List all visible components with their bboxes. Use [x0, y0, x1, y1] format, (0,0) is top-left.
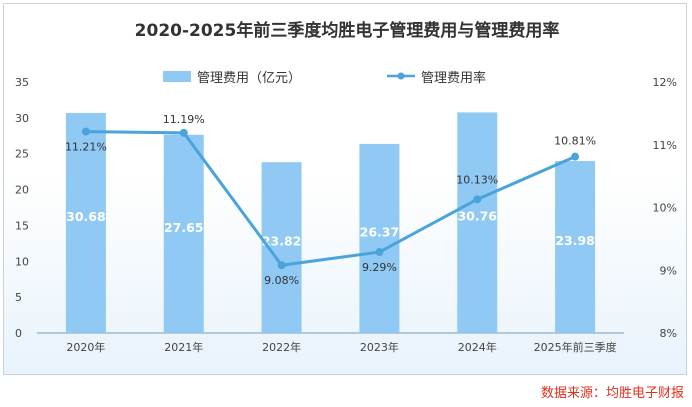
rate-point [571, 152, 580, 161]
x-tick-label: 2023年 [360, 340, 399, 354]
x-tick-label: 2022年 [262, 340, 301, 354]
legend-bar-swatch [163, 71, 191, 82]
x-tick-label: 2021年 [164, 340, 203, 354]
rate-line [85, 130, 576, 267]
chart-frame: 2020-2025年前三季度均胜电子管理费用与管理费用率管理费用（亿元） 管理费用… [3, 3, 687, 375]
y-right-tick-label: 8% [660, 327, 677, 340]
rate-point [473, 195, 482, 204]
bar-value-label: 30.68 [66, 209, 106, 224]
y-left-tick-label: 30 [15, 112, 29, 125]
rate-point [81, 127, 90, 136]
x-tick-label: 2025年前三季度 [534, 340, 617, 354]
y-left-tick-label: 15 [15, 219, 29, 232]
y-right-tick-label: 11% [653, 139, 677, 152]
bar-value-label: 23.98 [555, 233, 595, 248]
chart-title: 2020-2025年前三季度均胜电子管理费用与管理费用率 [135, 20, 560, 41]
bar [457, 112, 498, 333]
legend-line-label: 管理费用率 [421, 70, 486, 86]
y-right-tick-label: 12% [653, 76, 677, 89]
rate-label: 11.21% [65, 141, 107, 154]
rate-point [375, 248, 384, 257]
y-left-tick-label: 5 [15, 291, 22, 304]
rate-label: 9.08% [264, 274, 299, 287]
bar-value-label: 23.82 [262, 234, 302, 249]
source-note: 数据来源：均胜电子财报 [540, 386, 684, 401]
rate-point [277, 261, 286, 270]
x-tick-label: 2020年 [66, 340, 105, 354]
bar [359, 143, 400, 333]
y-left-tick-label: 0 [15, 327, 22, 340]
y-left-tick-label: 35 [15, 76, 29, 89]
y-left-tick-label: 20 [15, 184, 29, 197]
rate-point [179, 128, 188, 137]
bar [163, 134, 204, 333]
y-left-tick-label: 10 [15, 255, 29, 268]
y-left-tick-label: 25 [15, 148, 29, 161]
x-tick-label: 2024年 [458, 340, 497, 354]
bar-value-label: 30.76 [457, 209, 497, 224]
rate-label: 10.81% [554, 135, 596, 148]
bar-value-label: 27.65 [164, 220, 204, 235]
rate-label: 9.29% [362, 261, 397, 274]
y-right-tick-label: 10% [653, 202, 677, 215]
rate-label: 10.13% [456, 173, 498, 186]
bar [65, 112, 106, 334]
legend-line-marker [397, 72, 405, 80]
y-right-tick-label: 9% [660, 264, 677, 277]
bar-value-label: 26.37 [360, 224, 400, 239]
bar [555, 161, 596, 333]
legend-bar-label: 管理费用（亿元） [197, 71, 301, 86]
rate-label: 11.19% [163, 113, 205, 126]
